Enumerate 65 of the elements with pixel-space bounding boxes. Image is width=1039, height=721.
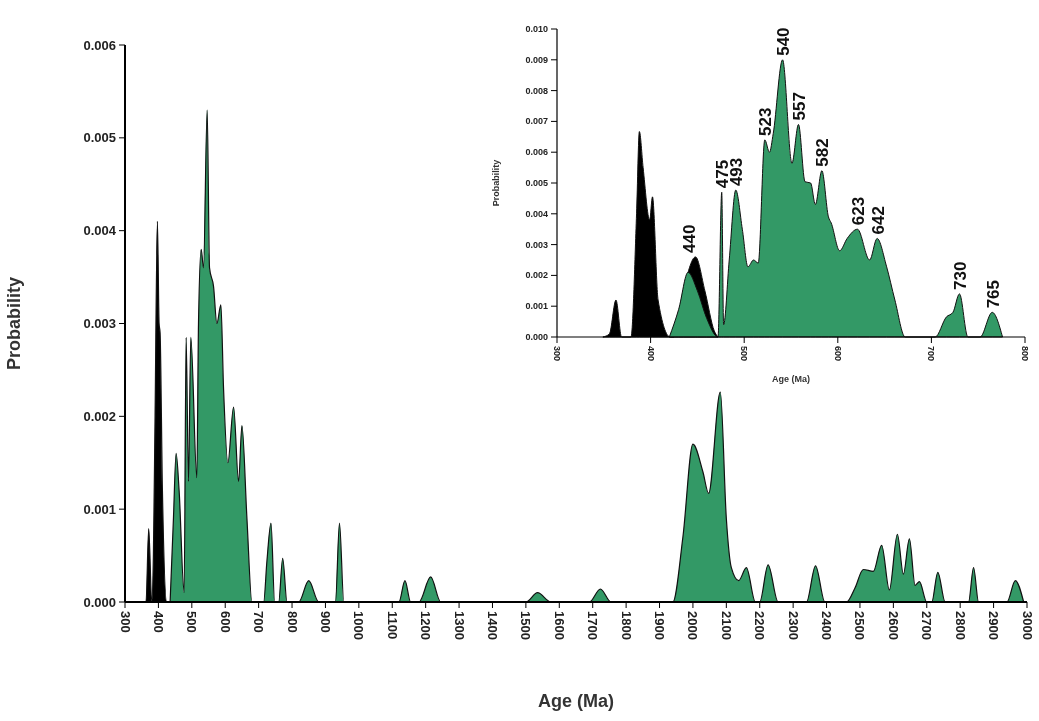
x-tick-label: 500	[184, 611, 200, 633]
x-tick-label: 2200	[752, 611, 768, 640]
y-tick-label: 0.001	[83, 501, 116, 517]
annotation: 582	[813, 138, 833, 167]
x-tick-label: 300	[117, 611, 133, 633]
x-tick-label: 1100	[384, 611, 400, 640]
y-axis-title: Probability	[491, 159, 501, 207]
x-tick-label: 800	[284, 611, 300, 633]
x-tick-label: 2500	[852, 611, 868, 640]
annotation: 523	[756, 107, 776, 136]
annotation: 642	[868, 206, 888, 235]
y-tick-label: 0.002	[83, 408, 116, 424]
x-tick-label: 3000	[1019, 611, 1035, 640]
annotation: 765	[983, 279, 1003, 309]
x-tick-label: 900	[317, 611, 333, 633]
x-tick-label: 2600	[885, 611, 901, 640]
x-tick-label: 400	[645, 346, 656, 362]
x-tick-label: 1500	[518, 611, 534, 640]
y-tick-label: 0.009	[525, 54, 548, 65]
y-tick-label: 0.005	[525, 178, 548, 188]
x-tick-label: 2400	[819, 611, 835, 640]
y-tick-label: 0.004	[525, 208, 548, 219]
x-tick-label: 600	[832, 346, 843, 362]
x-tick-label: 1000	[351, 611, 367, 640]
y-tick-label: 0.003	[525, 239, 548, 250]
x-tick-label: 700	[251, 611, 267, 633]
y-tick-label: 0.000	[83, 594, 116, 610]
annotation: 730	[950, 261, 970, 290]
y-tick-label: 0.007	[525, 116, 548, 127]
annotation: 440	[679, 224, 699, 253]
annotation: 557	[789, 92, 809, 121]
x-tick-label: 2800	[952, 611, 968, 640]
y-tick-label: 0.002	[525, 270, 548, 281]
x-tick-label: 700	[926, 346, 937, 362]
x-tick-label: 1600	[551, 611, 567, 640]
x-tick-label: 600	[217, 611, 233, 633]
y-tick-label: 0.010	[525, 24, 548, 34]
x-tick-label: 2300	[785, 611, 801, 640]
x-tick-label: 2700	[919, 611, 935, 640]
annotation: 540	[774, 27, 794, 56]
x-tick-label: 400	[150, 611, 166, 633]
x-tick-label: 1400	[484, 611, 500, 640]
x-tick-label: 1200	[418, 611, 434, 640]
x-tick-label: 1700	[585, 611, 601, 640]
y-tick-label: 0.001	[525, 301, 548, 312]
x-tick-label: 2900	[986, 611, 1002, 640]
y-tick-label: 0.003	[83, 316, 116, 331]
y-tick-label: 0.006	[83, 37, 116, 53]
y-tick-label: 0.006	[525, 147, 548, 158]
y-tick-label: 0.004	[83, 223, 117, 239]
y-axis-title: Probability	[4, 276, 24, 371]
x-axis-title: Age (Ma)	[538, 691, 614, 711]
x-axis-title: Age (Ma)	[772, 374, 810, 384]
x-tick-label: 1900	[652, 611, 668, 640]
x-tick-label: 500	[739, 346, 750, 362]
annotation: 623	[848, 196, 868, 226]
x-tick-label: 2100	[718, 611, 734, 640]
y-tick-label: 0.008	[525, 85, 548, 96]
x-tick-label: 300	[552, 346, 562, 362]
x-tick-label: 2000	[685, 611, 701, 640]
y-tick-label: 0.005	[83, 130, 116, 146]
x-tick-label: 1300	[451, 611, 467, 640]
x-tick-label: 800	[1020, 346, 1030, 362]
y-tick-label: 0.000	[525, 332, 548, 342]
x-tick-label: 1800	[618, 611, 634, 640]
